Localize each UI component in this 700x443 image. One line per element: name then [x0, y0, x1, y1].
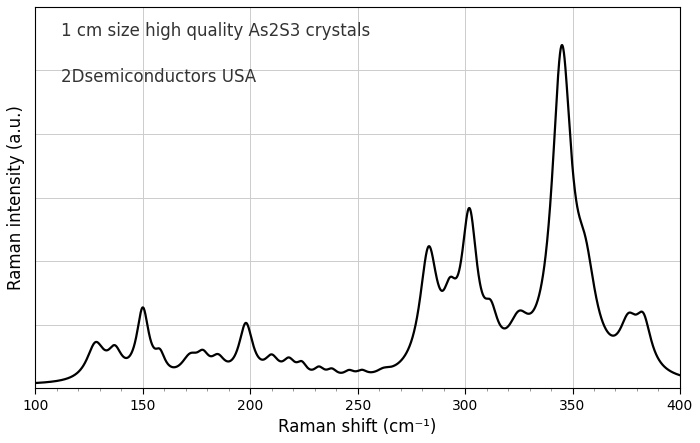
X-axis label: Raman shift (cm⁻¹): Raman shift (cm⁻¹): [279, 418, 437, 436]
Text: 2Dsemiconductors USA: 2Dsemiconductors USA: [61, 68, 256, 86]
Y-axis label: Raman intensity (a.u.): Raman intensity (a.u.): [7, 105, 25, 290]
Text: 1 cm size high quality As2S3 crystals: 1 cm size high quality As2S3 crystals: [61, 22, 370, 40]
